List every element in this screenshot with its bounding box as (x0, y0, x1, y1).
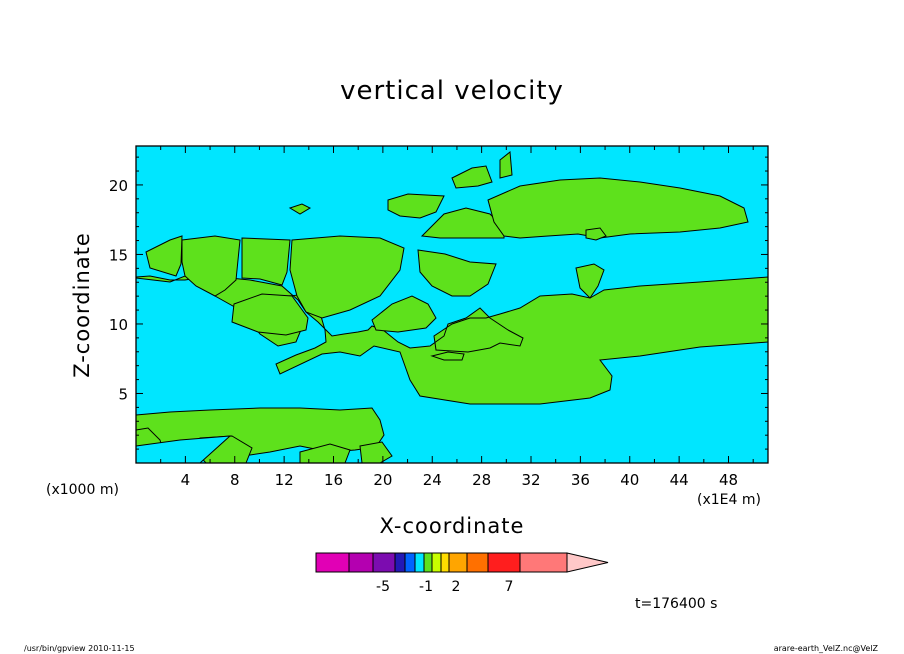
x-tick-label: 40 (620, 471, 639, 489)
time-label: t=176400 s (635, 596, 718, 612)
contour-region (585, 227, 607, 241)
colorbar-segment (394, 552, 406, 573)
x-tick-label: 44 (670, 471, 689, 489)
contour-region (430, 351, 465, 361)
contour-regions (136, 151, 768, 463)
colorbar-segment (487, 552, 521, 573)
colorbar-segment (348, 552, 374, 573)
contour-region (371, 295, 437, 333)
x-axis-label: X-coordinate (379, 514, 525, 538)
contour-region (289, 235, 405, 319)
axis-ticks (136, 146, 768, 463)
plot-frame (135, 145, 769, 464)
x-tick-label: 36 (571, 471, 590, 489)
footer-program-date: /usr/bin/gpview 2010-11-15 (24, 644, 135, 653)
x-tick-label: 24 (423, 471, 442, 489)
y-tick-label: 15 (109, 246, 128, 264)
colorbar (315, 552, 609, 573)
chart-title: vertical velocity (340, 76, 564, 106)
x-tick-label: 48 (719, 471, 738, 489)
y-axis-label: Z-coordinate (70, 232, 94, 378)
colorbar-segment (372, 552, 396, 573)
colorbar-segment (404, 552, 416, 573)
colorbar-segment (466, 552, 489, 573)
colorbar-labels: -5 -1 2 7 (376, 579, 513, 595)
x-unit-note: (x1000 m) (46, 482, 119, 498)
colorbar-segment (423, 552, 433, 573)
y-tick-label: 10 (109, 316, 128, 334)
colorbar-segment (414, 552, 425, 573)
colorbar-segment (448, 552, 468, 573)
y-tick-label: 5 (118, 385, 128, 403)
colorbar-segment (315, 552, 350, 573)
colorbar-segment (519, 552, 568, 573)
contour-region (145, 235, 183, 277)
x-tick-label: 20 (373, 471, 392, 489)
footer-file-variable: arare-earth_VelZ.nc@VelZ (773, 644, 878, 653)
contour-region (499, 151, 513, 179)
contour-region (288, 203, 312, 215)
colorbar-label: -1 (419, 579, 433, 595)
colorbar-segment (440, 552, 450, 573)
y-tick-label: 20 (109, 177, 128, 195)
colorbar-label: 7 (505, 579, 514, 595)
contour-region (299, 443, 351, 463)
contour-region (487, 177, 749, 239)
colorbar-extend-arrow (566, 552, 609, 573)
x-tick-label: 28 (472, 471, 491, 489)
colorbar-label: -5 (376, 579, 390, 595)
colorbar-label: 2 (452, 579, 461, 595)
contour-region (387, 193, 445, 219)
contour-region (241, 237, 291, 286)
x-tick-label: 8 (230, 471, 240, 489)
contour-region (575, 263, 605, 299)
x-scale-note: (x1E4 m) (697, 492, 761, 508)
contour-region (231, 293, 309, 336)
contour-region (359, 441, 393, 463)
contour-region (451, 165, 493, 189)
x-tick-label: 12 (275, 471, 294, 489)
colorbar-segment (431, 552, 442, 573)
x-tick-label: 32 (521, 471, 540, 489)
contour-region (181, 235, 241, 297)
contour-region (136, 435, 232, 463)
x-tick-label: 4 (181, 471, 191, 489)
contour-region (417, 249, 497, 297)
x-tick-label: 16 (324, 471, 343, 489)
